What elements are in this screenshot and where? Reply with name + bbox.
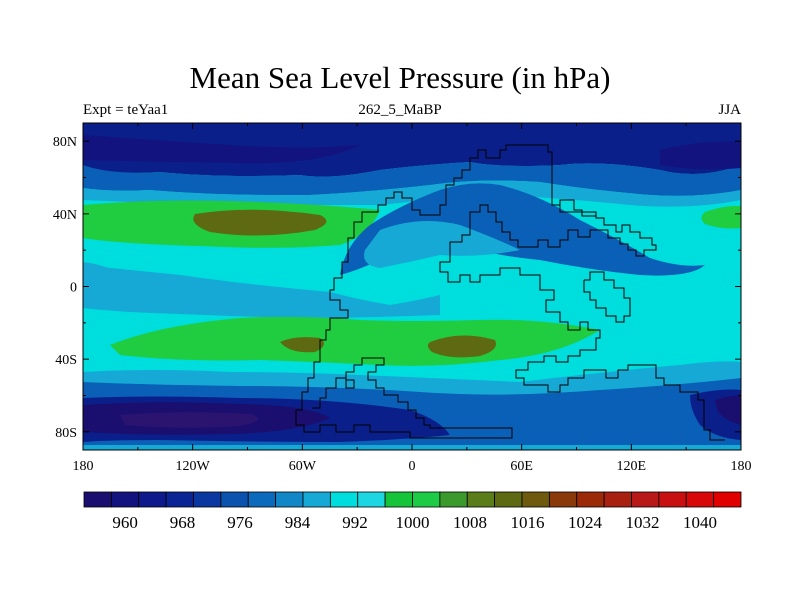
- colorbar-label: 1032: [625, 513, 659, 532]
- field-west-lightblue: [83, 262, 130, 298]
- colorbar-swatch: [384, 491, 413, 508]
- colorbar-label: 1040: [683, 513, 717, 532]
- field-continent-lightblue: [364, 221, 520, 268]
- x-axis: 180 120W 60W 0 60E 120E 180: [73, 123, 752, 474]
- x-tick-label: 120W: [176, 459, 211, 474]
- field-south-core-maroon: [120, 412, 258, 428]
- colorbar-swatch: [466, 491, 496, 508]
- x-tick-label: 60W: [289, 459, 317, 474]
- y-tick-label: 80S: [55, 426, 77, 441]
- field-south-high-core-east: [427, 335, 496, 358]
- pressure-field: [83, 123, 741, 450]
- x-tick-label: 0: [409, 459, 416, 474]
- colorbar-swatch: [521, 491, 550, 508]
- continent-outline-west: [295, 211, 513, 439]
- colorbar-swatch: [631, 491, 660, 508]
- field-equator-lightblue: [83, 265, 440, 318]
- colorbar-swatch: [329, 491, 359, 508]
- colorbar-swatch: [357, 491, 386, 508]
- colorbar-label: 1000: [396, 513, 430, 532]
- colorbar-label: 992: [342, 513, 368, 532]
- continent-outline-north-east: [552, 199, 596, 217]
- experiment-label: Expt = teYaa1: [83, 102, 169, 118]
- colorbar-swatch: [658, 491, 687, 508]
- colorbar-labels: 960 968 976 984 992 1000 1008 1016 1024 1032 1040: [112, 513, 717, 532]
- x-tick-label: 60E: [510, 459, 533, 474]
- colorbar-swatch: [220, 491, 249, 508]
- colorbar-label: 984: [285, 513, 311, 532]
- y-tick-label: 0: [70, 281, 77, 296]
- season-label: JJA: [718, 102, 741, 118]
- x-tick-label: 180: [73, 459, 94, 474]
- field-southeast-darkest: [715, 395, 741, 425]
- field-south-high-core-west: [280, 337, 324, 353]
- colorbar-label: 960: [112, 513, 138, 532]
- colorbar-swatch: [138, 491, 167, 508]
- colorbar-swatch: [302, 491, 331, 508]
- field-east-high-green: [701, 205, 741, 229]
- colorbar-swatch: [494, 491, 523, 508]
- colorbar-swatch: [603, 491, 632, 508]
- colorbar-swatch: [548, 491, 578, 508]
- field-north-blue-band: [83, 162, 741, 196]
- field-north-dark-band: [83, 123, 741, 177]
- colorbar: [83, 491, 742, 508]
- y-axis: 80N 40N 0 40S 80S: [53, 135, 741, 441]
- colorbar-swatch: [713, 491, 742, 508]
- colorbar-swatch: [576, 491, 605, 508]
- colorbar-swatch: [439, 491, 468, 508]
- colorbar-swatch: [275, 491, 304, 508]
- colorbar-swatch: [685, 491, 715, 508]
- colorbar-swatch: [193, 491, 222, 508]
- map-title: Mean Sea Level Pressure (in hPa): [189, 60, 611, 95]
- field-north-lightblue: [83, 180, 741, 207]
- period-label: 262_5_MaBP: [358, 102, 442, 118]
- field-north-darker-core: [83, 135, 360, 164]
- colorbar-swatch: [83, 491, 112, 508]
- field-north-darker-core-east: [660, 141, 741, 170]
- colorbar-swatch: [110, 491, 140, 508]
- continent-outline-east-island: [583, 271, 631, 323]
- continent-outline: [370, 144, 725, 441]
- colorbar-label: 968: [170, 513, 196, 532]
- colorbar-label: 976: [227, 513, 253, 532]
- colorbar-swatch: [165, 491, 194, 508]
- x-tick-label: 180: [731, 459, 752, 474]
- field-north-high-core: [193, 209, 327, 236]
- colorbar-label: 1016: [510, 513, 544, 532]
- y-tick-label: 80N: [53, 135, 77, 150]
- colorbar-swatch: [412, 491, 441, 508]
- colorbar-label: 1024: [568, 513, 603, 532]
- colorbar-swatch: [247, 491, 277, 508]
- field-continent-low: [340, 183, 705, 276]
- y-tick-label: 40N: [53, 208, 77, 223]
- colorbar-label: 1008: [453, 513, 487, 532]
- y-tick-label: 40S: [55, 353, 77, 368]
- x-tick-label: 120E: [617, 459, 647, 474]
